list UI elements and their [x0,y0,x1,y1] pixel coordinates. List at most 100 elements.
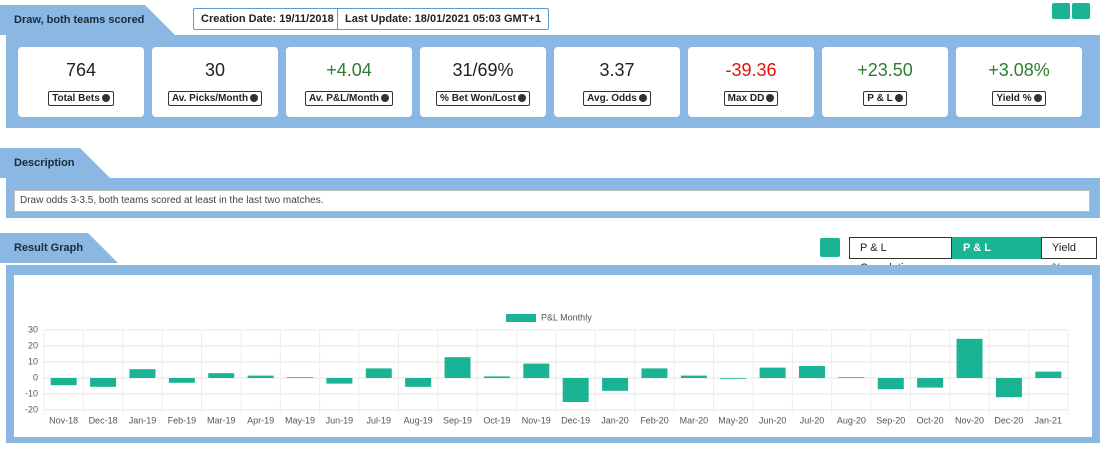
x-tick-label: Oct-19 [483,415,510,425]
stat-label-text: P & L [867,93,893,104]
bar [838,377,865,378]
bar [365,368,392,378]
x-tick-label: Nov-20 [955,415,984,425]
bar [287,377,313,378]
description-text: Draw odds 3-3.5, both teams scored at le… [14,190,1090,212]
stat-label-text: Max DD [727,93,765,104]
stat-label: P & L [863,91,907,106]
creation-date: Creation Date: 19/11/2018 [193,8,342,30]
y-tick-label: 30 [28,324,38,334]
bar [129,369,156,378]
x-tick-label: Dec-19 [561,415,590,425]
y-tick-label: -10 [25,388,38,398]
stat-card: +23.50 P & L [822,47,948,117]
graph-panel [6,265,1100,443]
x-tick-label: Apr-19 [247,415,274,425]
bar [1035,371,1062,378]
bar [483,376,510,378]
x-tick-label: May-19 [285,415,315,425]
stat-label: Total Bets [48,91,114,106]
stat-label-text: Av. Picks/Month [171,93,249,104]
chart: -20 -10 0 10 20 30 P&L Monthly Nov-18 Dec-18 Jan-… [25,312,1069,425]
x-tick-label: Jan-20 [601,415,629,425]
x-tick-label: May-20 [718,415,748,425]
bar [995,378,1022,398]
x-tick-label: Aug-20 [837,415,866,425]
bar [720,378,747,379]
stat-card: 31/69% % Bet Won/Lost [420,47,546,117]
bar [90,378,117,387]
x-tick-label: Jan-21 [1035,415,1063,425]
stat-card: +3.08% Yield % [956,47,1082,117]
x-tick-label: Dec-20 [994,415,1023,425]
bar [247,375,274,378]
bar [562,378,589,402]
download-button[interactable] [1052,3,1070,19]
bar [405,378,432,387]
cumulative-button[interactable]: P & L Cumulative [849,237,952,274]
x-tick-label: Feb-19 [168,415,197,425]
legend-label: P&L Monthly [541,312,592,322]
bar [326,378,353,384]
email-button[interactable] [1072,3,1090,19]
x-tick-label: Nov-18 [49,415,78,425]
stat-label-text: Yield % [996,93,1032,104]
y-tick-label: -20 [25,404,38,414]
header-title: Draw, both teams scored [0,5,175,35]
stat-value: -39.36 [725,60,777,80]
x-tick-label: Feb-20 [640,415,669,425]
x-tick-label: Mar-19 [207,415,236,425]
bar [799,366,825,378]
bar [602,378,629,391]
stat-value: 764 [65,60,97,80]
x-tick-label: Jul-19 [367,415,392,425]
monthly-button[interactable]: P & L Monthly [952,237,1042,274]
stat-value: +23.50 [857,60,913,80]
stat-value: +4.04 [326,60,372,80]
bar [956,338,983,378]
description-panel: Draw odds 3-3.5, both teams scored at le… [6,178,1100,218]
x-tick-label: Mar-20 [680,415,709,425]
stat-value: 30 [204,60,226,80]
graph-title: Result Graph [0,233,118,263]
bar [208,373,235,378]
bar [917,378,944,388]
x-tick-label: Jun-19 [326,415,354,425]
stats-panel: 764 Total Bets 30 Av. Picks/Month +4.04 Av.… [6,35,1100,128]
y-tick-label: 10 [28,356,38,366]
stat-value: 3.37 [599,60,635,80]
stat-label: Yield % [992,91,1046,106]
stat-label: Max DD [723,91,779,106]
bar [444,357,471,378]
bar [759,367,786,378]
stat-value: 31/69% [452,60,514,80]
x-tick-label: Jun-20 [759,415,787,425]
stat-card: 30 Av. Picks/Month [152,47,278,117]
stat-label: Avg. Odds [583,91,651,106]
stat-label-text: Avg. Odds [587,93,637,104]
x-tick-label: Jan-19 [129,415,157,425]
download-graph-button[interactable] [820,238,840,257]
stat-label: Av. Picks/Month [167,91,263,106]
x-tick-label: Aug-19 [404,415,433,425]
stat-label: % Bet Won/Lost [436,91,530,106]
y-tick-label: 0 [33,372,38,382]
stat-card: 3.37 Avg. Odds [554,47,680,117]
bar [50,378,77,386]
bar [168,378,195,383]
bar [877,378,904,390]
yield-button[interactable]: Yield % [1041,237,1097,274]
stat-card: -39.36 Max DD [688,47,814,117]
stat-value: +3.08% [988,60,1050,80]
legend-swatch [506,314,536,322]
x-tick-label: Oct-20 [917,415,944,425]
x-tick-label: Dec-18 [89,415,118,425]
bar [680,375,707,378]
x-tick-label: Jul-20 [800,415,825,425]
stat-label-text: Total Bets [52,93,100,104]
x-tick-label: Nov-19 [522,415,551,425]
stat-label: Av. P&L/Month [305,91,393,106]
x-tick-label: Sep-19 [443,415,472,425]
stat-label-text: % Bet Won/Lost [440,93,516,104]
